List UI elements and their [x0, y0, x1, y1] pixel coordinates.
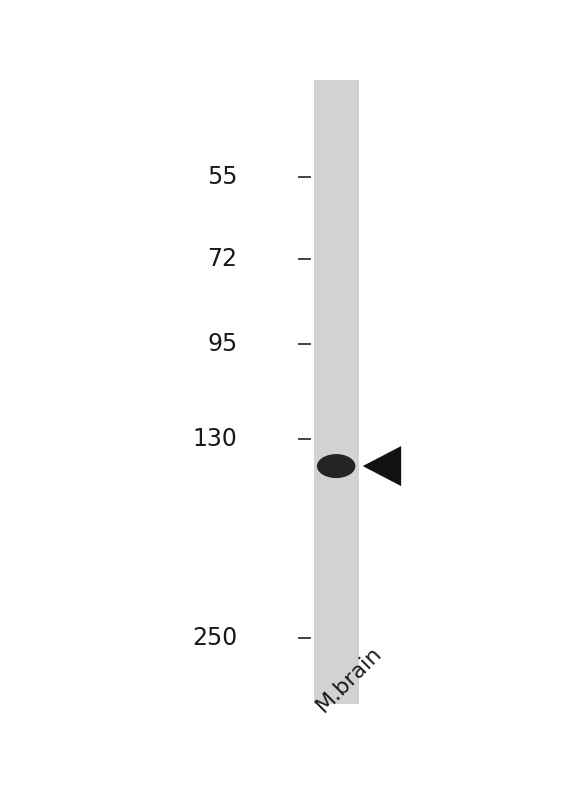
Ellipse shape — [317, 454, 355, 478]
Text: 130: 130 — [193, 427, 237, 451]
Text: 72: 72 — [207, 247, 237, 271]
Text: 95: 95 — [207, 331, 237, 355]
Polygon shape — [363, 446, 401, 486]
Text: 250: 250 — [192, 626, 237, 650]
Bar — [314, 80, 359, 704]
Text: M.brain: M.brain — [313, 643, 386, 716]
Text: 55: 55 — [207, 165, 237, 189]
